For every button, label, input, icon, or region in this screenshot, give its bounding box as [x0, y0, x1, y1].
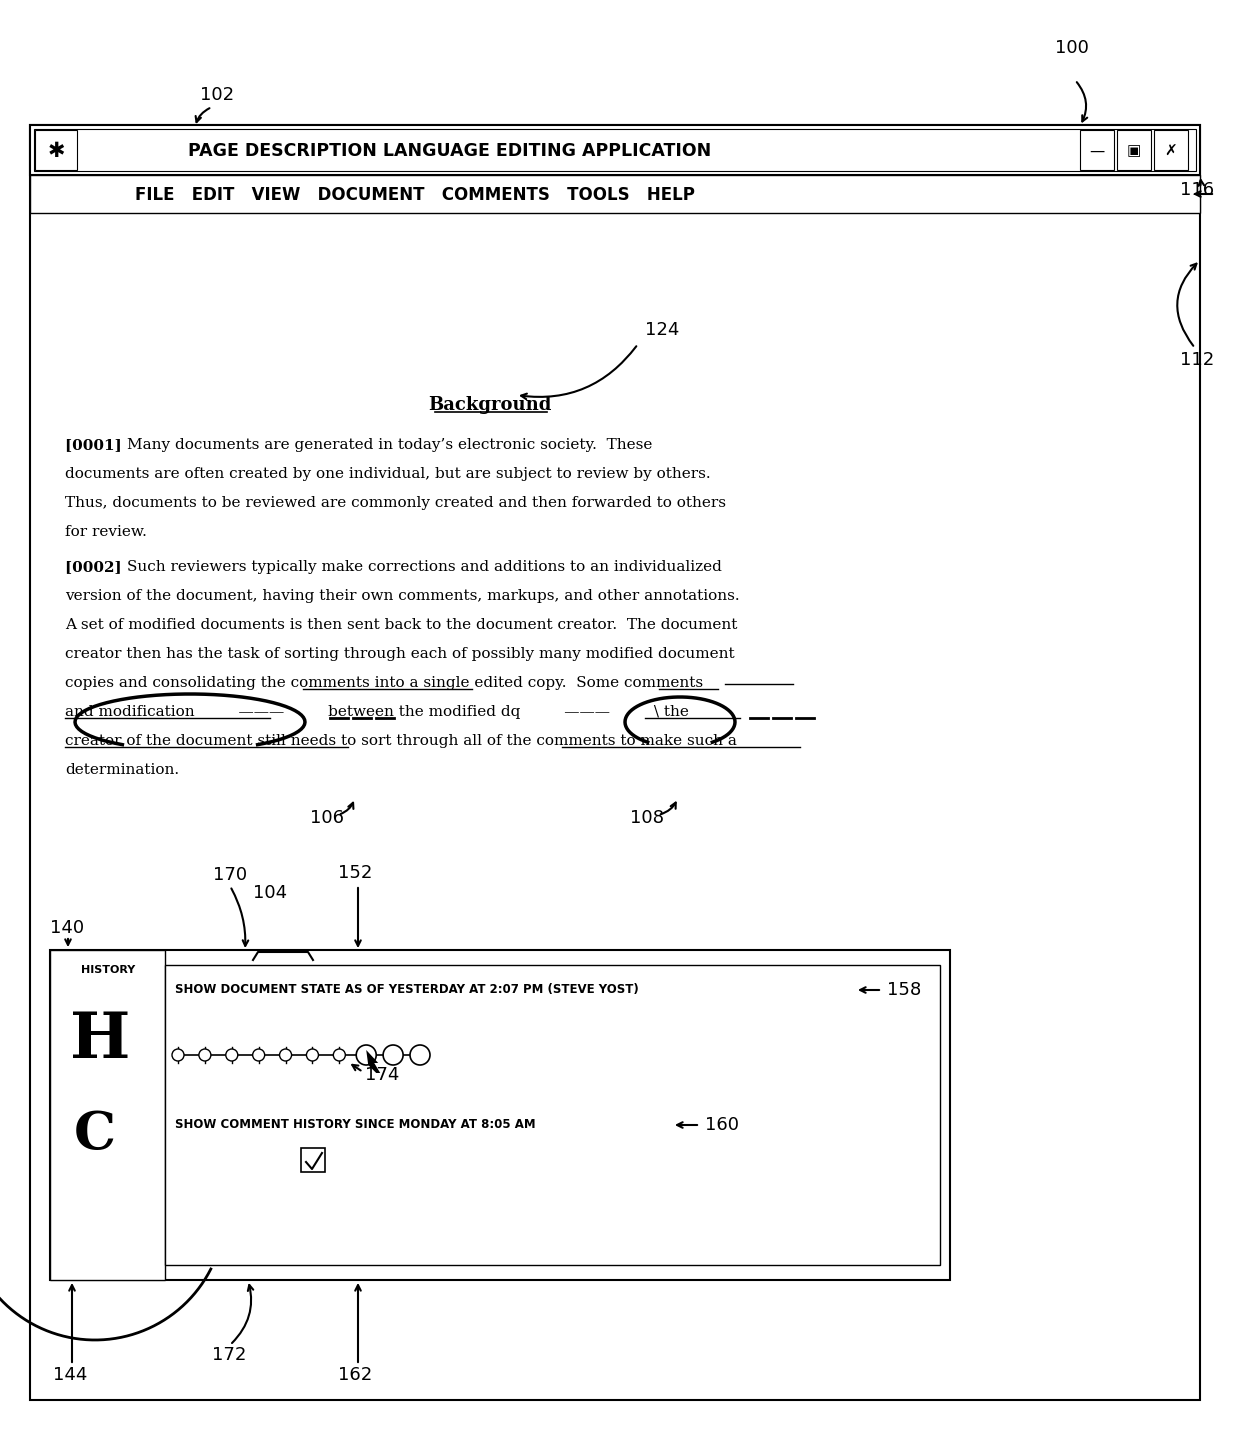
Text: determination.: determination. — [64, 763, 179, 776]
Text: H: H — [69, 1009, 130, 1071]
Text: [0001]: [0001] — [64, 438, 126, 452]
Text: version of the document, having their own comments, markups, and other annotatio: version of the document, having their ow… — [64, 588, 739, 603]
Text: 152: 152 — [339, 864, 372, 883]
Text: and modification         ———         between the modified dq         ———        : and modification ——— between the modifie… — [64, 705, 689, 719]
Circle shape — [279, 1049, 291, 1060]
Text: Many documents are generated in today’s electronic society.  These: Many documents are generated in today’s … — [126, 438, 652, 452]
Bar — [30, 175, 1200, 212]
Circle shape — [383, 1045, 403, 1065]
Bar — [165, 964, 940, 1266]
Text: 106: 106 — [310, 809, 343, 827]
Text: creator then has the task of sorting through each of possibly many modified docu: creator then has the task of sorting thr… — [64, 647, 734, 662]
Text: 100: 100 — [1055, 39, 1089, 57]
Text: 174: 174 — [365, 1066, 399, 1083]
Text: 170: 170 — [213, 865, 247, 884]
Bar — [35, 131, 77, 169]
Circle shape — [334, 1049, 345, 1060]
Text: Background: Background — [428, 396, 552, 415]
Text: 160: 160 — [706, 1116, 739, 1134]
Text: FILE   EDIT   VIEW   DOCUMENT   COMMENTS   TOOLS   HELP: FILE EDIT VIEW DOCUMENT COMMENTS TOOLS H… — [135, 187, 694, 204]
Text: copies and consolidating the comments into a single edited copy.  Some comments: copies and consolidating the comments in… — [64, 676, 703, 690]
Bar — [50, 950, 950, 1280]
Bar — [1117, 131, 1151, 169]
Circle shape — [172, 1049, 184, 1060]
Text: Thus, documents to be reviewed are commonly created and then forwarded to others: Thus, documents to be reviewed are commo… — [64, 497, 725, 509]
Text: HISTORY: HISTORY — [81, 964, 135, 974]
Text: SHOW DOCUMENT STATE AS OF YESTERDAY AT 2:07 PM (STEVE YOST): SHOW DOCUMENT STATE AS OF YESTERDAY AT 2… — [175, 983, 639, 996]
Circle shape — [306, 1049, 319, 1060]
Text: ✱: ✱ — [47, 141, 64, 161]
Bar — [1080, 131, 1114, 169]
Circle shape — [410, 1045, 430, 1065]
Text: ▣: ▣ — [1127, 144, 1141, 158]
Text: 144: 144 — [53, 1366, 87, 1383]
Text: 108: 108 — [630, 809, 663, 827]
Text: 104: 104 — [253, 884, 288, 903]
Text: 116: 116 — [1180, 181, 1214, 199]
Circle shape — [226, 1049, 238, 1060]
Text: [0002]: [0002] — [64, 560, 126, 574]
Circle shape — [356, 1045, 376, 1065]
Text: Such reviewers typically make corrections and additions to an individualized: Such reviewers typically make correction… — [126, 560, 722, 574]
Text: PAGE DESCRIPTION LANGUAGE EDITING APPLICATION: PAGE DESCRIPTION LANGUAGE EDITING APPLIC… — [188, 142, 712, 159]
Text: documents are often created by one individual, but are subject to review by othe: documents are often created by one indiv… — [64, 466, 711, 481]
Text: 124: 124 — [645, 321, 680, 339]
Text: 162: 162 — [339, 1366, 372, 1383]
Text: for review.: for review. — [64, 525, 146, 540]
Bar — [30, 125, 1200, 1401]
Text: 102: 102 — [200, 86, 234, 103]
Text: 112: 112 — [1180, 352, 1214, 369]
Text: ✗: ✗ — [1164, 144, 1177, 158]
Text: SHOW COMMENT HISTORY SINCE MONDAY AT 8:05 AM: SHOW COMMENT HISTORY SINCE MONDAY AT 8:0… — [175, 1118, 536, 1132]
Circle shape — [253, 1049, 264, 1060]
Text: creator of the document still needs to sort through all of the comments to make : creator of the document still needs to s… — [64, 733, 737, 748]
Text: C: C — [74, 1109, 117, 1161]
Circle shape — [198, 1049, 211, 1060]
Text: A set of modified documents is then sent back to the document creator.  The docu: A set of modified documents is then sent… — [64, 618, 738, 631]
Polygon shape — [366, 1050, 381, 1073]
Text: 158: 158 — [887, 982, 921, 999]
Bar — [301, 1148, 325, 1172]
Text: —: — — [1090, 144, 1105, 158]
Bar — [33, 129, 1197, 171]
Text: 140: 140 — [50, 918, 84, 937]
Bar — [30, 125, 1200, 175]
Text: 172: 172 — [212, 1346, 247, 1365]
Bar — [1154, 131, 1188, 169]
Bar — [50, 950, 165, 1280]
